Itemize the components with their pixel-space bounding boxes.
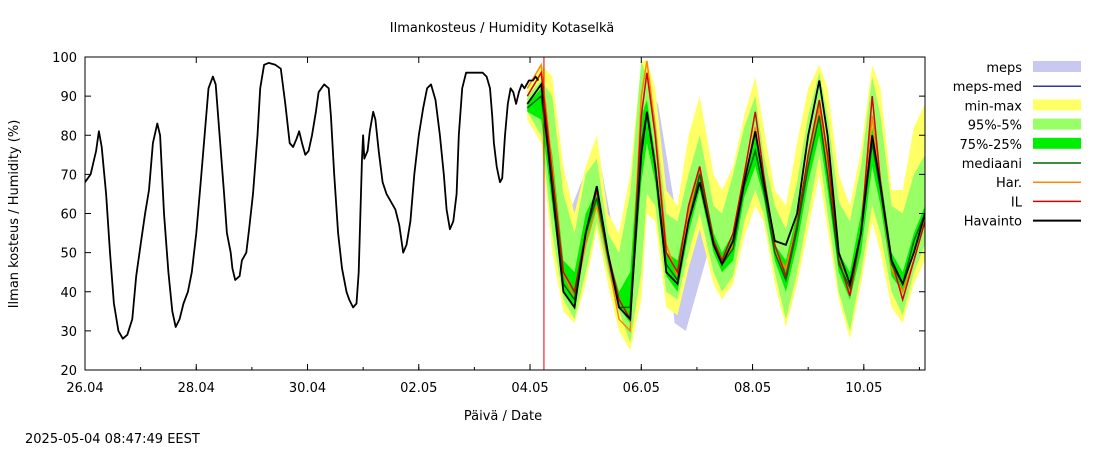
y-tick-label: 100 xyxy=(52,51,77,66)
legend: meps meps-med min-max 95%-5% 75%-25% mediaani… xyxy=(953,61,1081,230)
legend-label-p95_5: 95%-5% xyxy=(968,119,1022,134)
y-tick-label: 50 xyxy=(60,247,77,262)
y-tick-label: 80 xyxy=(60,129,77,144)
legend-label-har: Har. xyxy=(996,176,1022,191)
legend-label-mediaani: mediaani xyxy=(962,157,1022,172)
footer-timestamp: 2025-05-04 08:47:49 EEST xyxy=(25,432,200,447)
legend-swatch-min_max xyxy=(1033,99,1081,111)
y-tick-label: 90 xyxy=(60,90,77,105)
havainto-line xyxy=(85,62,540,340)
legend-swatch-p75_25 xyxy=(1033,137,1081,149)
x-tick-label: 02.05 xyxy=(400,381,437,396)
x-tick-label: 04.05 xyxy=(511,381,548,396)
legend-label-il: IL xyxy=(1011,195,1023,210)
legend-label-meps_med: meps-med xyxy=(953,80,1022,95)
havainto-forecast-line xyxy=(526,80,925,322)
y-tick-label: 40 xyxy=(60,286,77,301)
y-tick-label: 60 xyxy=(60,208,77,223)
x-tick-label: 30.04 xyxy=(289,381,326,396)
x-tick-label: 10.05 xyxy=(845,381,882,396)
y-tick-label: 70 xyxy=(60,168,77,183)
legend-label-p75_25: 75%-25% xyxy=(960,138,1022,153)
legend-swatch-p95_5 xyxy=(1033,118,1081,130)
x-axis-label: Päivä / Date xyxy=(464,409,542,424)
chart-title: Ilmankosteus / Humidity Kotaselkä xyxy=(390,21,614,36)
x-tick-label: 28.04 xyxy=(178,381,215,396)
legend-label-meps: meps xyxy=(986,61,1022,76)
x-tick-label: 26.04 xyxy=(66,381,103,396)
legend-swatch-meps xyxy=(1033,61,1081,72)
y-axis-label: Ilman kosteus / Humidity (%) xyxy=(7,120,22,309)
legend-label-min_max: min-max xyxy=(964,99,1022,114)
axes: 20 30 40 50 60 70 80 90 100 26.04 28.04 30.04 02.05 0… xyxy=(52,51,925,396)
plot-area xyxy=(85,57,925,370)
legend-label-havainto: Havainto xyxy=(964,215,1022,230)
y-tick-label: 20 xyxy=(60,364,77,379)
x-tick-label: 06.05 xyxy=(623,381,660,396)
x-tick-label: 08.05 xyxy=(734,381,771,396)
p95-5-band xyxy=(527,60,925,343)
y-tick-label: 30 xyxy=(60,325,77,340)
